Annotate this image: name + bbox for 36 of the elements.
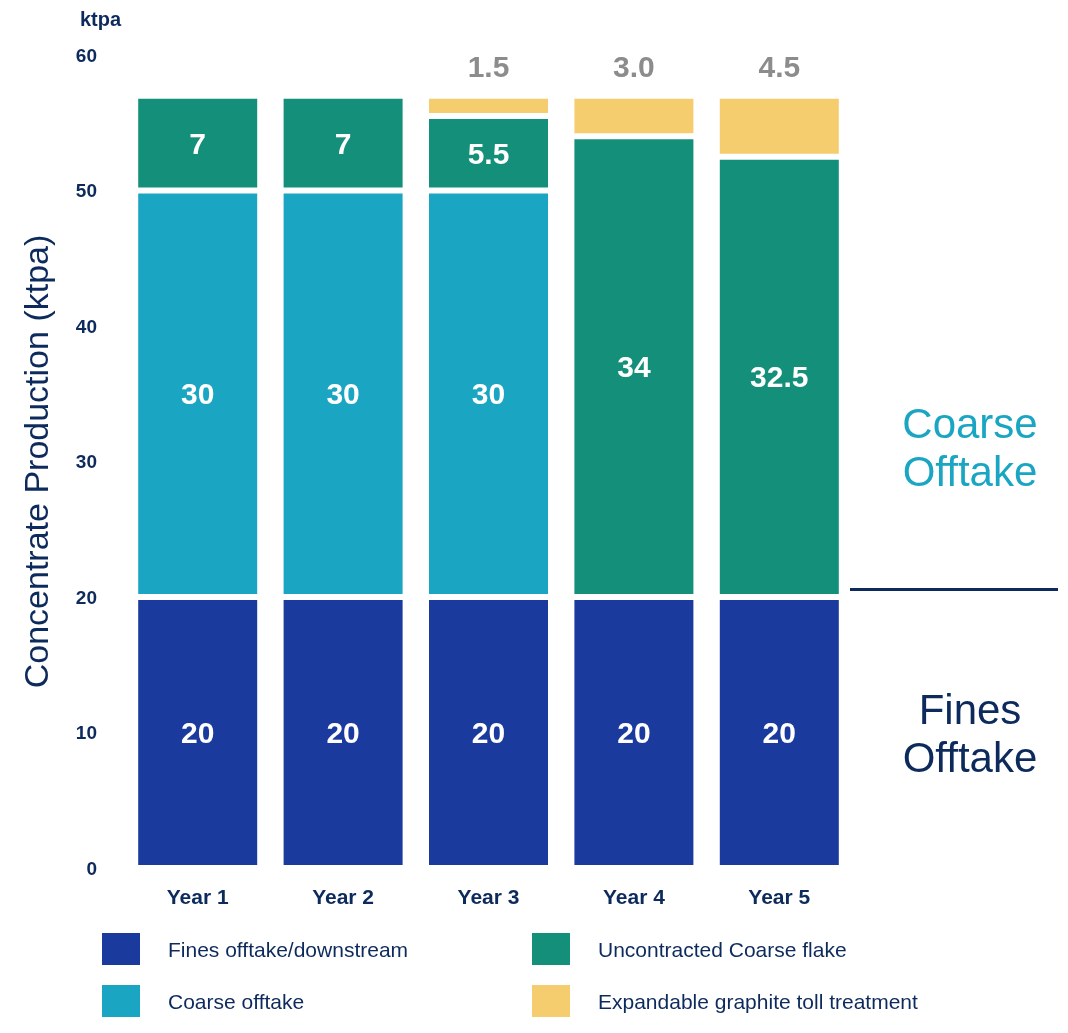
data-label: 4.5 xyxy=(758,50,801,84)
data-label: 1.5 xyxy=(467,50,510,84)
data-label: 7 xyxy=(189,126,207,160)
data-label: 20 xyxy=(326,716,360,749)
x-tick-label: Year 5 xyxy=(748,885,811,908)
legend-label: Fines offtake/downstream xyxy=(168,937,409,961)
data-label: 20 xyxy=(181,716,215,749)
data-label: 34 xyxy=(617,350,651,384)
y-tick-label: 30 xyxy=(75,451,97,472)
data-label: 30 xyxy=(326,377,360,411)
data-label: 30 xyxy=(471,377,506,411)
y-tick-label: 20 xyxy=(75,586,97,608)
y-tick-label: 10 xyxy=(75,722,97,743)
x-tick-label: Year 1 xyxy=(166,885,229,908)
x-tick-label: Year 2 xyxy=(312,885,375,908)
data-label: 7 xyxy=(334,126,352,160)
data-label: 30 xyxy=(181,377,215,411)
text: Fines Offtake xyxy=(901,686,1039,782)
text: Coarse Offtake xyxy=(901,400,1039,496)
text: ktpa xyxy=(80,8,122,31)
legend-label: Coarse offtake xyxy=(168,989,305,1013)
data-label: 3.0 xyxy=(613,50,655,84)
y-tick-label: 0 xyxy=(86,857,97,879)
data-label: 20 xyxy=(617,716,651,749)
y-tick-label: 50 xyxy=(75,180,97,201)
y-tick-label: 60 xyxy=(75,44,97,66)
legend-label: Expandable graphite toll treatment xyxy=(598,989,919,1013)
legend-label: Uncontracted Coarse flake xyxy=(598,937,847,961)
x-tick-label: Year 3 xyxy=(457,885,520,908)
x-tick-label: Year 4 xyxy=(602,885,666,908)
data-label: 20 xyxy=(471,716,506,749)
y-tick-label: 40 xyxy=(75,315,97,337)
data-label: 20 xyxy=(762,716,796,749)
data-label: 32.5 xyxy=(750,360,809,394)
data-label: 5.5 xyxy=(467,136,510,170)
y-axis-title: Concentrate Production (ktpa) xyxy=(17,234,55,689)
